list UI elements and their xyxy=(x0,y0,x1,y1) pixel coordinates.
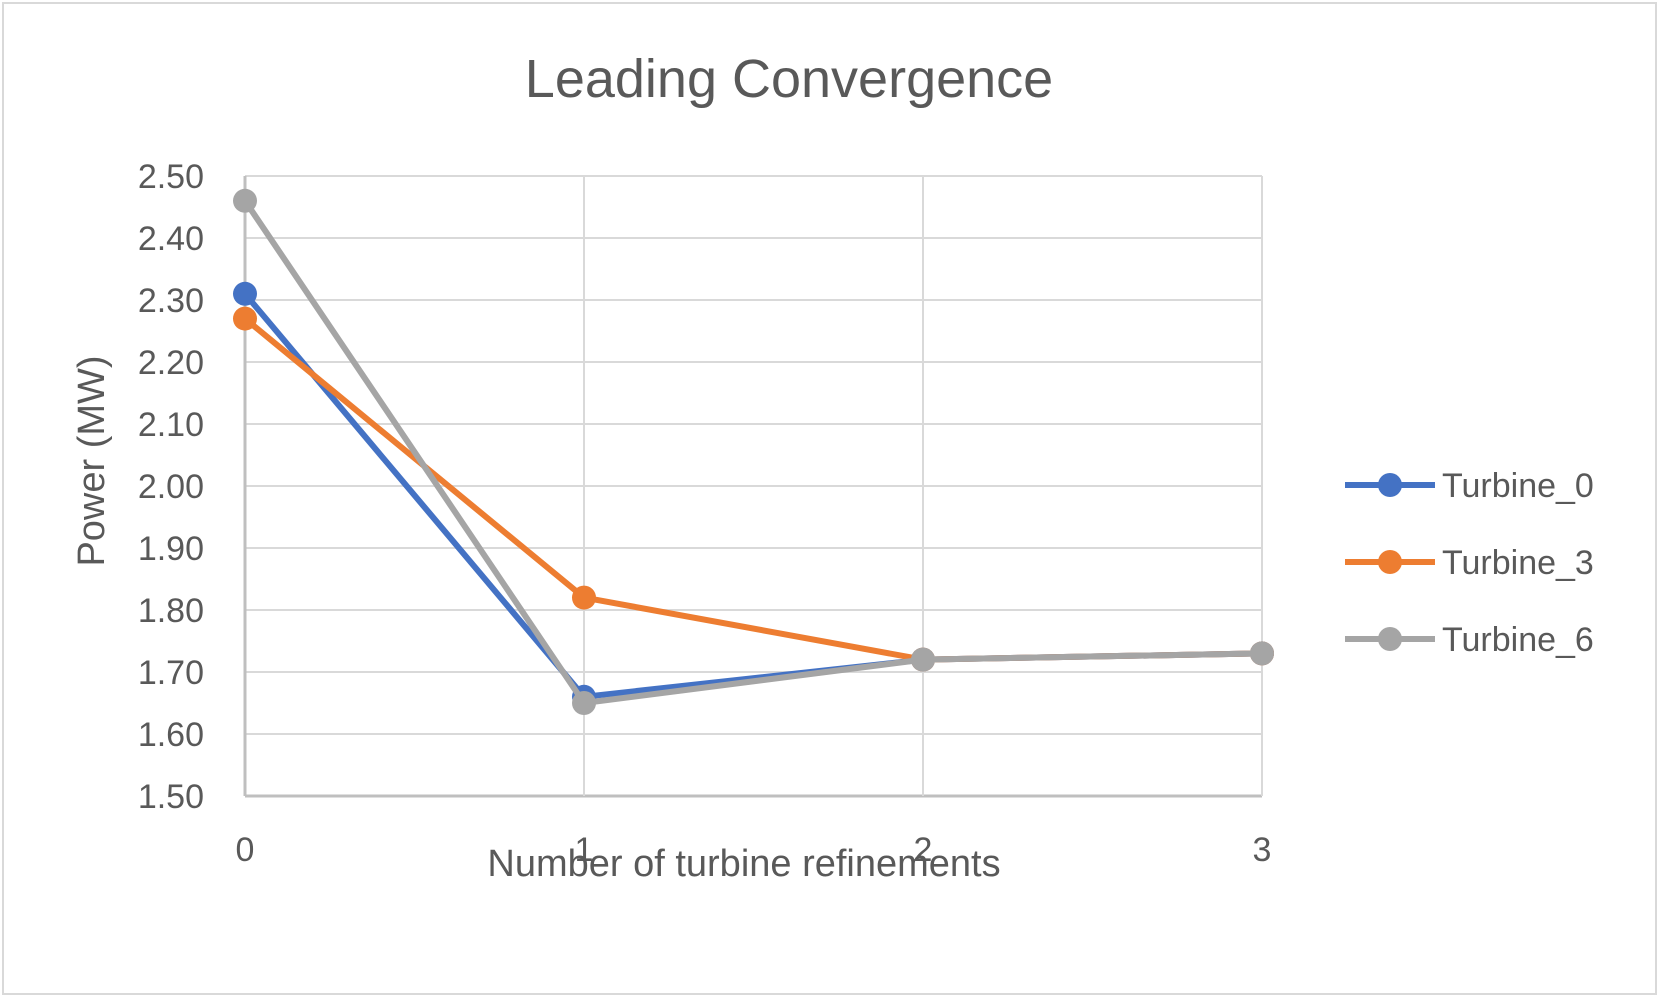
legend-item[interactable]: Turbine_0 xyxy=(1345,467,1594,505)
legend-item[interactable]: Turbine_3 xyxy=(1345,544,1594,582)
y-tick-label: 2.30 xyxy=(138,282,204,320)
x-tick-label: 0 xyxy=(236,831,255,869)
data-point xyxy=(233,306,257,331)
x-axis-ticks: 0 1 2 3 xyxy=(236,831,1272,869)
y-tick-label: 2.50 xyxy=(138,158,204,196)
x-axis-title: Number of turbine refinements xyxy=(487,843,1000,885)
legend-label: Turbine_0 xyxy=(1442,467,1594,505)
data-point xyxy=(233,281,257,306)
legend-item[interactable]: Turbine_6 xyxy=(1345,621,1594,659)
data-point xyxy=(1250,641,1274,666)
y-tick-label: 2.10 xyxy=(138,406,204,444)
y-axis-title: Power (MW) xyxy=(71,355,113,566)
series-line xyxy=(242,197,1265,706)
series-line xyxy=(242,315,1265,663)
y-tick-label: 1.80 xyxy=(138,592,204,630)
legend-label: Turbine_3 xyxy=(1442,544,1594,582)
legend-marker xyxy=(1378,550,1402,574)
x-tick-label: 3 xyxy=(1253,831,1272,869)
line-chart: Leading Convergence 2.50 2.40 2.30 2.20 2.10… xyxy=(71,49,1594,885)
data-point xyxy=(911,647,935,672)
y-axis-ticks: 2.50 2.40 2.30 2.20 2.10 2.00 1.90 1.80 1.70 1.60… xyxy=(138,158,204,816)
series-lines xyxy=(233,188,1274,715)
series-line xyxy=(242,290,1265,700)
legend[interactable]: Turbine_0 Turbine_3 Turbine_6 xyxy=(1345,467,1594,659)
chart-title: Leading Convergence xyxy=(525,49,1053,109)
series-turbine-6 xyxy=(233,188,1274,715)
y-tick-label: 2.00 xyxy=(138,468,204,506)
data-point xyxy=(572,585,596,610)
y-tick-label: 1.50 xyxy=(138,778,204,816)
y-tick-label: 1.90 xyxy=(138,530,204,568)
data-point xyxy=(233,188,257,213)
x-tick-label: 1 xyxy=(575,831,594,869)
gridlines xyxy=(243,175,1263,798)
legend-marker xyxy=(1378,627,1402,651)
series-turbine-0 xyxy=(233,281,1274,709)
legend-label: Turbine_6 xyxy=(1442,621,1594,659)
y-tick-label: 1.60 xyxy=(138,716,204,754)
legend-marker xyxy=(1378,473,1402,497)
y-tick-label: 2.20 xyxy=(138,344,204,382)
x-tick-label: 2 xyxy=(914,831,933,869)
y-tick-label: 2.40 xyxy=(138,220,204,258)
data-point xyxy=(572,691,596,715)
y-tick-label: 1.70 xyxy=(138,654,204,692)
